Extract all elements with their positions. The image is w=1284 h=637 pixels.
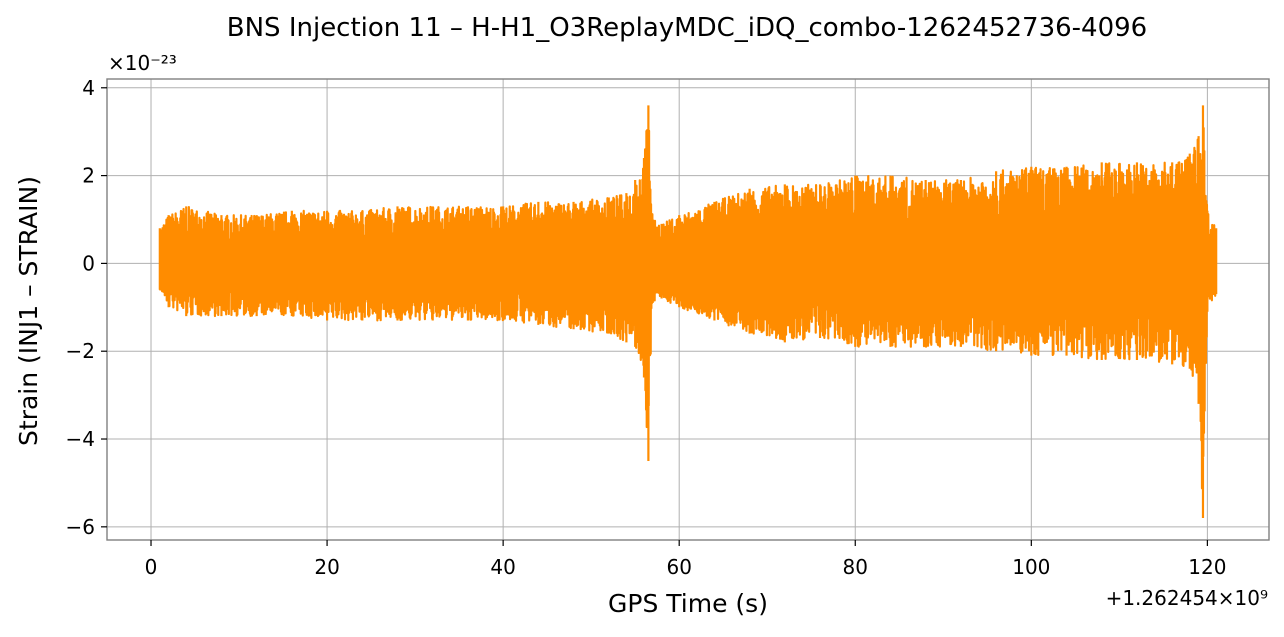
y-tick-label: 4: [82, 76, 95, 100]
series-layer: [158, 105, 1218, 519]
y-tick-label: −6: [66, 515, 95, 539]
x-tick-label: 80: [843, 555, 868, 579]
x-tick-label: 40: [490, 555, 515, 579]
ticks: 0 20 40 60 80 100 120 −6 −4 −2 0 2 4: [66, 76, 1227, 579]
y-tick-label: 0: [82, 251, 95, 275]
x-tick-label: 100: [1012, 555, 1050, 579]
x-tick-label: 60: [666, 555, 691, 579]
x-tick-label: 120: [1188, 555, 1226, 579]
y-tick-label: −4: [66, 427, 95, 451]
axes-frame: [106, 78, 1270, 541]
x-offset-label: +1.262454×10⁹: [1106, 586, 1268, 610]
y-axis-label: Strain (INJ1 – STRAIN): [14, 176, 43, 446]
y-tick-label: 2: [82, 164, 95, 188]
y-scale-offset: ×10⁻²³: [108, 51, 177, 75]
x-tick-label: 0: [145, 555, 158, 579]
chart-title: BNS Injection 11 – H-H1_O3ReplayMDC_iDQ_…: [227, 13, 1147, 43]
y-tick-label: −2: [66, 339, 95, 363]
x-axis-label: GPS Time (s): [608, 589, 768, 618]
x-tick-label: 20: [314, 555, 339, 579]
strain-series-line: [158, 105, 1218, 519]
